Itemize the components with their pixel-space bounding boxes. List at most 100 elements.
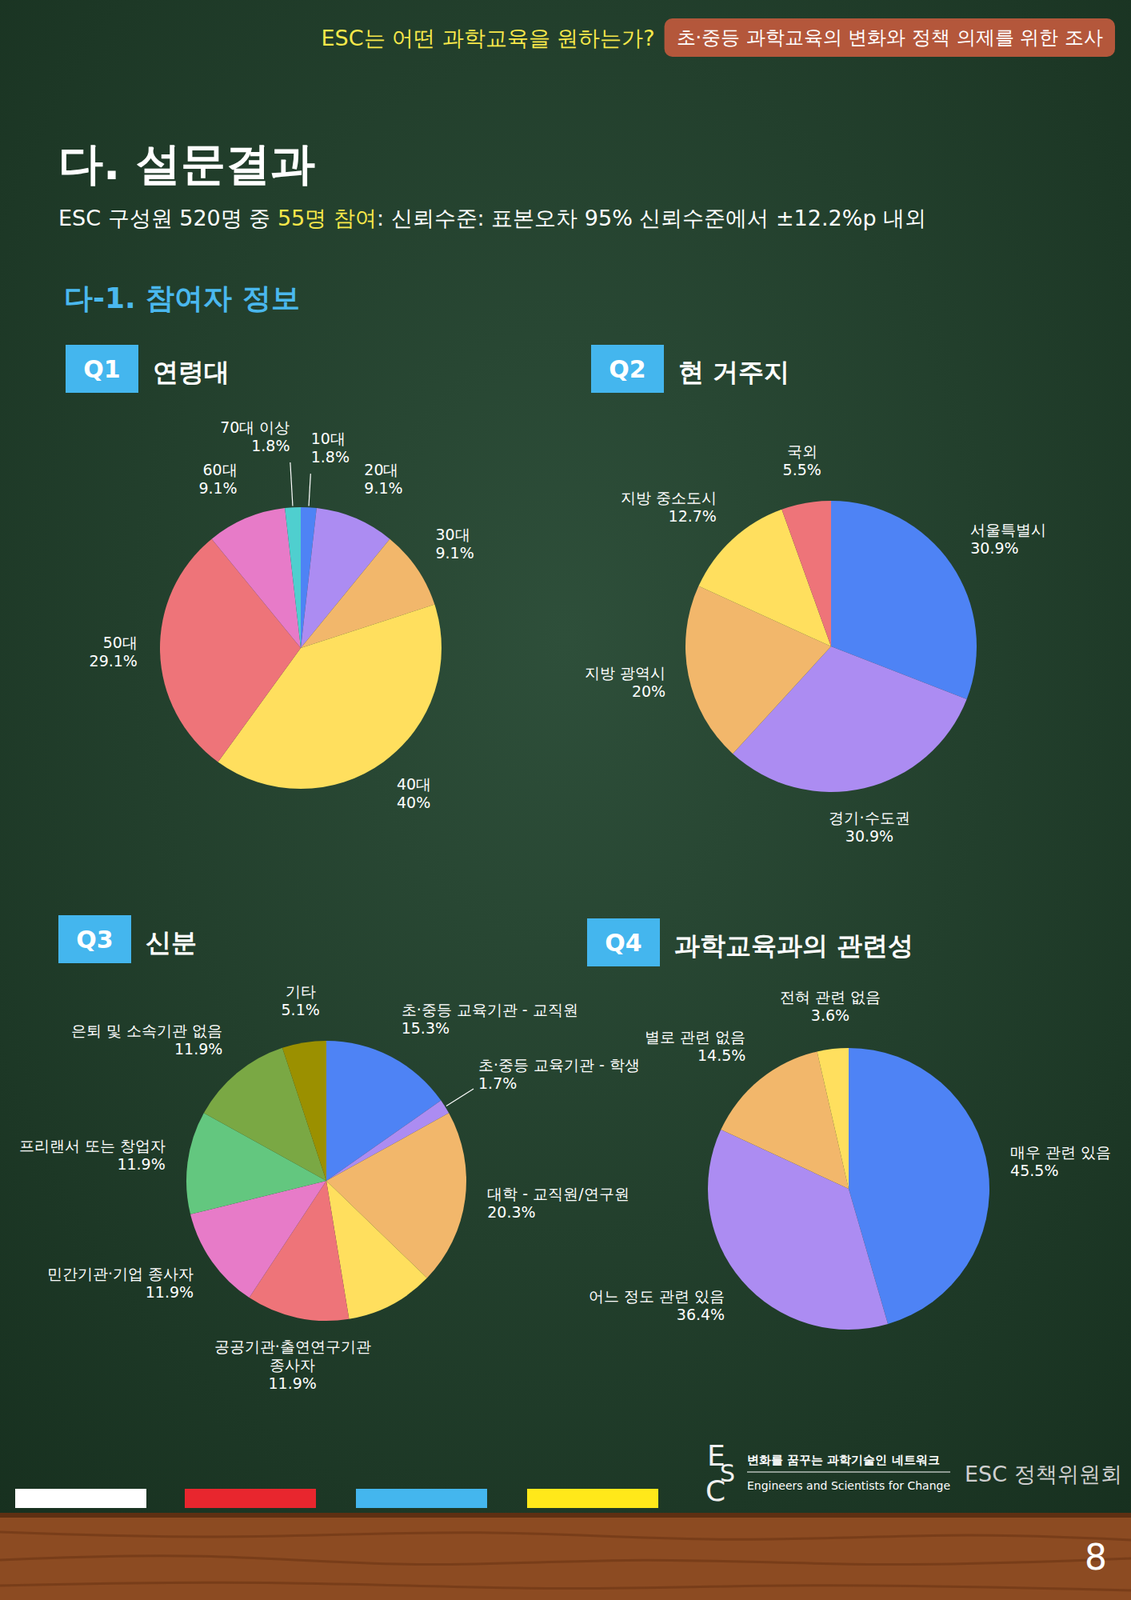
org-name-en: Engineers and Scientists for Change [747,1478,951,1492]
question-badge [591,344,664,393]
slice-category: 10대 [311,429,346,448]
header-badge [664,18,1116,57]
chalk-bar [527,1488,659,1508]
slice-category: 지방 광역시 [584,663,666,682]
question-label: Q2 [608,355,646,384]
slice-label: 60대9.1% [198,460,237,497]
panel-header: Q4과학교육과의 관련성 [587,918,914,967]
chalk-bar [355,1488,488,1508]
slice-category: 전혀 관련 없음 [779,987,881,1006]
slice-category: 20대 [363,460,399,479]
org-name-ko: 변화를 꿈꾸는 과학기술인 네트워크 [747,1452,940,1467]
slice-value-label: 15.3% [401,1019,450,1037]
slice-value-label: 9.1% [363,479,403,497]
wood-grain [0,1531,1131,1540]
slice-value-label: 20.3% [487,1202,536,1221]
slice-category: 국외 [787,442,818,460]
slice-category: 50대 [103,633,138,652]
slice-label: 프리랜서 또는 창업자11.9% [19,1136,166,1173]
question-badge [58,915,132,964]
slice-label: 10대1.8% [311,429,350,466]
slice-value-label: 36.4% [676,1305,725,1323]
slice-label: 초·중등 교육기관 - 학생1.7% [478,1055,640,1092]
subsection-title: 다-1. 참여자 정보 [63,281,300,315]
slice-category: 경기·수도권 [828,808,910,827]
pie [707,1047,990,1330]
summary-highlight: 55명 참여 [277,205,377,231]
slice-category: 어느 정도 관련 있음 [588,1286,725,1305]
slice-value-label: 5.5% [783,460,822,479]
wood-grain [0,1582,1131,1591]
slice-value-label: 5.1% [281,1000,320,1019]
question-badge [65,344,139,393]
slice-category: 60대 [203,460,238,479]
pie-slice [781,500,832,647]
header-question: ESC는 어떤 과학교육을 원하는가? [320,25,655,51]
slice-value-label: 14.5% [697,1046,746,1064]
slice-label: 경기·수도권30.9% [828,808,910,845]
panel-header: Q1연령대 [65,344,230,393]
slice-label: 민간기관·기업 종사자11.9% [47,1264,194,1301]
summary: ESC 구성원 520명 중 55명 참여: 신뢰수준: 표본오차 95% 신뢰… [58,205,927,231]
slice-value-label: 9.1% [198,479,237,497]
slice-label: 지방 중소도시12.7% [620,488,717,525]
slice-value-label: 29.1% [89,651,138,670]
slice-label: 20대9.1% [363,460,403,497]
slice-value-label: 1.7% [478,1074,517,1092]
slice-value-label: 45.5% [1010,1161,1059,1179]
slice-value-label: 1.8% [251,436,290,455]
slice-value-label: 9.1% [435,543,474,562]
pie-labels: 서울특별시30.9%경기·수도권30.9%지방 광역시20%지방 중소도시12.… [584,442,1047,846]
slice-category: 초·중등 교육기관 - 학생 [478,1055,640,1074]
pie [685,500,977,792]
slice-value-label: 30.9% [845,827,894,845]
slice-value-label: 11.9% [174,1039,223,1058]
slice-category: 프리랜서 또는 창업자 [19,1136,166,1155]
slice-category: 매우 관련 있음 [1010,1142,1112,1161]
slice-label: 서울특별시30.9% [970,520,1047,557]
section-title: 다. 설문결과 [58,137,316,190]
slice-category: 민간기관·기업 종사자 [47,1264,194,1283]
slice-label: 공공기관·출연연구기관종사자11.9% [214,1337,372,1392]
slice-category: 별로 관련 없음 [644,1027,746,1046]
slice-label: 70대 이상1.8% [219,418,290,455]
wood-grain [0,1555,1131,1565]
header-badge-text: 초·중등 과학교육의 변화와 정책 의제를 위한 조사 [676,26,1104,49]
leader-line [290,462,293,506]
leader-line [308,473,311,506]
slice-category: 공공기관·출연연구기관 [214,1337,372,1355]
slice-value-label: 1.8% [311,447,350,466]
slice-value-label: 11.9% [116,1154,165,1173]
slice-category: 초·중등 교육기관 - 교직원 [401,1000,579,1019]
pie [186,1040,467,1321]
slice-label: 지방 광역시20% [584,663,666,700]
slice-label: 별로 관련 없음14.5% [644,1027,746,1064]
slice-label: 매우 관련 있음45.5% [1010,1142,1112,1179]
chart-title: 연령대 [152,356,230,388]
chart-title: 신분 [145,927,197,958]
slice-label: 은퇴 및 소속기관 없음11.9% [71,1021,223,1058]
leader-line [446,1088,474,1106]
logo-letter: C [705,1474,726,1507]
slice-value-label: 30.9% [970,539,1019,557]
chart-title: 과학교육과의 관련성 [674,930,914,961]
pie-labels: 40대40%50대29.1%20대9.1%30대9.1%60대9.1%10대1.… [89,418,475,812]
slice-label: 대학 - 교직원/연구원20.3% [487,1184,629,1221]
panel-header: Q3 신분 [58,915,197,964]
summary-text: ESC 구성원 520명 중 [58,205,278,231]
chart-title: 현 거주지 [678,356,790,388]
slice-category: 40대 [396,775,432,793]
slice-label: 어느 정도 관련 있음36.4% [588,1286,725,1323]
page: 초·중등 과학교육의 변화와 정책 의제를 위한 조사 ESC는 어떤 과학교육을… [0,0,1131,1600]
wood-ledge [0,1512,1131,1600]
slice-category: 지방 중소도시 [620,488,717,507]
slice-category: 서울특별시 [970,520,1047,539]
slice-label: 전혀 관련 없음3.6% [779,987,881,1024]
slice-value-label: 20% [631,682,666,700]
pie-labels: 대학 - 교직원/연구원20.3% 초·중등 교육기관 - 교직원15.3% 공공기… [19,982,640,1392]
slice-category: 30대 [435,525,470,544]
slice-label: 40대40% [396,775,432,812]
question-label: Q3 [75,925,113,954]
panel-header: Q2 현 거주지 [591,344,790,393]
slice-label: 50대29.1% [89,633,138,670]
